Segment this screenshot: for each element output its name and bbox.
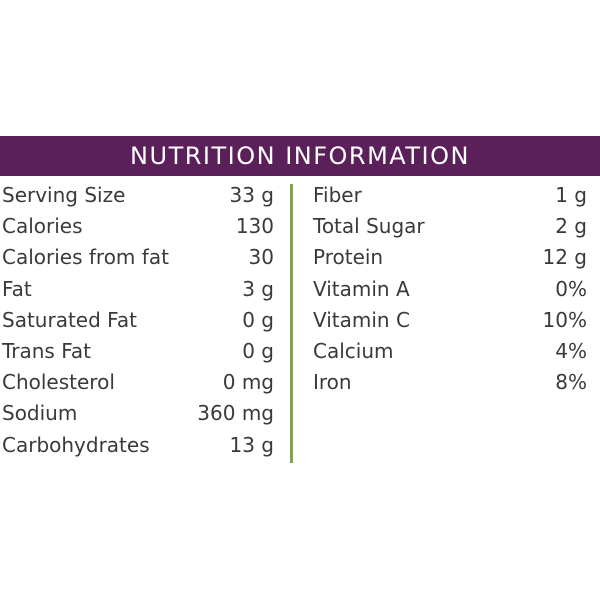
nutrient-label: Total Sugar <box>313 214 425 239</box>
nutrition-row: Vitamin A 0% <box>313 274 587 305</box>
nutrient-value: 33 g <box>229 183 274 207</box>
nutrient-label: Fiber <box>313 183 362 207</box>
nutrition-row: Vitamin C 10% <box>313 305 587 336</box>
nutrition-row: Trans Fat 0 g <box>2 336 274 367</box>
nutrient-label: Calcium <box>313 338 394 363</box>
nutrition-row: Total Sugar 2 g <box>313 211 587 242</box>
nutrient-label: Vitamin C <box>313 307 410 332</box>
nutrition-row: Cholesterol 0 mg <box>2 367 274 398</box>
nutrient-value: 0 mg <box>222 370 274 395</box>
nutrition-row: Sodium 360 mg <box>2 398 274 429</box>
nutrient-value: 0 g <box>242 307 274 332</box>
nutrient-label: Saturated Fat <box>2 307 137 332</box>
nutrient-label: Protein <box>313 245 384 270</box>
nutrition-row: Protein 12 g <box>313 242 587 273</box>
nutrition-row: Saturated Fat 0 g <box>2 305 274 336</box>
nutrient-value: 2 g <box>555 214 587 239</box>
nutrition-row: Iron 8% <box>313 367 587 398</box>
nutrient-value: 0% <box>555 276 587 301</box>
nutrition-row: Calcium 4% <box>313 336 587 367</box>
nutrient-value: 360 mg <box>197 401 274 426</box>
nutrient-label: Iron <box>313 370 352 395</box>
nutrient-value: 130 <box>235 214 274 239</box>
nutrient-label: Calories from fat <box>2 245 169 270</box>
nutrient-label: Fat <box>2 276 32 301</box>
nutrition-row: Calories from fat 30 <box>2 242 274 273</box>
nutrient-value: 0 g <box>242 338 274 363</box>
nutrient-value: 30 <box>248 245 274 270</box>
nutrient-label: Carbohydrates <box>2 432 150 457</box>
nutrient-label: Serving Size <box>2 183 126 207</box>
nutrient-value: 12 g <box>542 245 587 270</box>
nutrient-label: Vitamin A <box>313 276 410 301</box>
nutrient-label: Cholesterol <box>2 370 115 395</box>
nutrition-left-column: Serving Size 33 g Calories 130 Calories … <box>2 180 274 461</box>
nutrition-right-column: Fiber 1 g Total Sugar 2 g Protein 12 g V… <box>313 180 587 398</box>
nutrition-title: NUTRITION INFORMATION <box>130 142 470 170</box>
nutrition-header: NUTRITION INFORMATION <box>0 136 600 176</box>
nutrient-value: 8% <box>555 370 587 395</box>
nutrient-label: Trans Fat <box>2 338 91 363</box>
nutrition-row: Serving Size 33 g <box>2 180 274 211</box>
nutrient-label: Sodium <box>2 401 78 426</box>
nutrient-value: 4% <box>555 338 587 363</box>
nutrient-value: 10% <box>542 307 587 332</box>
nutrition-row: Carbohydrates 13 g <box>2 430 274 461</box>
nutrition-row: Calories 130 <box>2 211 274 242</box>
nutrient-value: 3 g <box>242 276 274 301</box>
nutrient-value: 1 g <box>555 183 587 207</box>
nutrient-value: 13 g <box>229 432 274 457</box>
nutrient-label: Calories <box>2 214 83 239</box>
column-divider <box>290 184 293 463</box>
nutrition-row: Fat 3 g <box>2 274 274 305</box>
nutrition-row: Fiber 1 g <box>313 180 587 211</box>
